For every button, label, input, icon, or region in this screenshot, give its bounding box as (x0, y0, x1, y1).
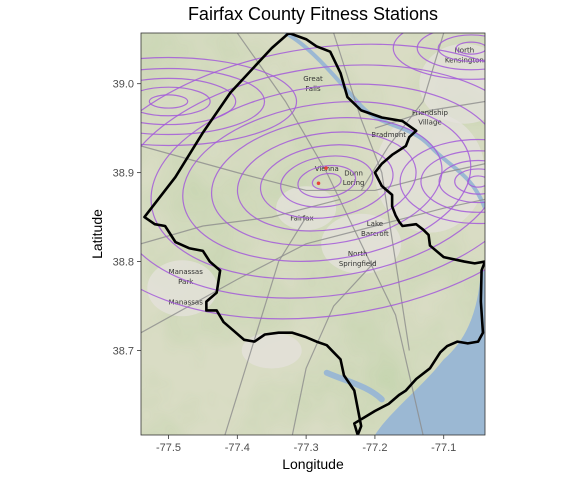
place-label: Manassas (169, 268, 204, 276)
density-contour (437, 34, 485, 62)
road (291, 261, 376, 435)
y-axis-title: Latitude (89, 209, 105, 259)
fitness-stations (316, 166, 328, 186)
map-panel: NorthKensingtonGreatFallsFriendshipVilla… (141, 33, 485, 435)
place-label: Village (418, 119, 442, 127)
urban-patch (147, 260, 218, 317)
density-contour (141, 77, 237, 126)
density-contour (141, 64, 485, 299)
density-contour (467, 175, 485, 188)
place-label: Great (303, 75, 323, 83)
density-contour (311, 172, 342, 191)
road (236, 33, 424, 435)
county-boundary (143, 33, 485, 435)
urban-patch (374, 112, 485, 233)
density-contour (454, 168, 485, 195)
density-contour (210, 117, 443, 246)
place-label: Park (178, 278, 194, 286)
density-contour (141, 43, 485, 320)
map-title: Fairfax County Fitness Stations (188, 4, 438, 24)
place-label: Kensington (445, 56, 484, 64)
water-bodies (284, 33, 485, 435)
road (141, 145, 485, 192)
density-contour (399, 138, 485, 225)
panel-border (140, 32, 486, 436)
road (333, 33, 410, 351)
place-label: Manassas (169, 298, 204, 306)
density-contour (280, 155, 374, 208)
x-tick-label: -77.5 (156, 442, 181, 454)
place-label: Springfield (339, 260, 377, 268)
density-contour (236, 131, 417, 232)
y-tick-label: 38.7 (113, 346, 134, 358)
place-label: North (455, 47, 475, 55)
density-contour (141, 67, 266, 136)
potomac-river-upper (284, 33, 485, 209)
density-contours (141, 33, 485, 320)
density-contour (141, 86, 211, 117)
density-contour (438, 159, 485, 204)
y-tick-label: 38.9 (113, 168, 134, 180)
place-label: Fairfax (290, 215, 313, 223)
x-tick-label: -77.3 (294, 442, 319, 454)
occoquan-reservoir (323, 369, 385, 403)
x-tick-label: -77.2 (362, 442, 387, 454)
x-tick-label: -77.1 (431, 442, 456, 454)
place-label: Bradmont (371, 131, 406, 139)
y-tick-label: 38.8 (113, 257, 134, 269)
x-axis-ticks: -77.5 -77.4 -77.3 -77.2 -77.1 (156, 435, 456, 454)
y-tick-label: 39.0 (113, 79, 134, 91)
road (374, 100, 485, 129)
place-label: Falls (305, 85, 321, 93)
place-label: Loring (343, 179, 365, 187)
x-tick-label: -77.4 (225, 442, 250, 454)
place-label: North (348, 250, 368, 258)
x-axis-title: Longitude (282, 456, 344, 472)
density-contour (148, 94, 189, 109)
place-label: Lake (367, 220, 383, 228)
potomac-river-lower (374, 270, 485, 435)
density-contour (455, 41, 485, 55)
road (141, 198, 485, 334)
road (224, 216, 307, 435)
density-contour (416, 33, 485, 71)
place-label: Friendship (412, 109, 449, 117)
density-contour (297, 164, 357, 199)
y-axis-ticks: 38.7 38.8 38.9 39.0 (113, 79, 141, 358)
station-point (316, 181, 321, 186)
density-contour (141, 56, 298, 147)
density-contour (259, 144, 394, 219)
density-contour (420, 150, 485, 213)
density-contour (392, 33, 485, 80)
station-point (324, 166, 328, 170)
